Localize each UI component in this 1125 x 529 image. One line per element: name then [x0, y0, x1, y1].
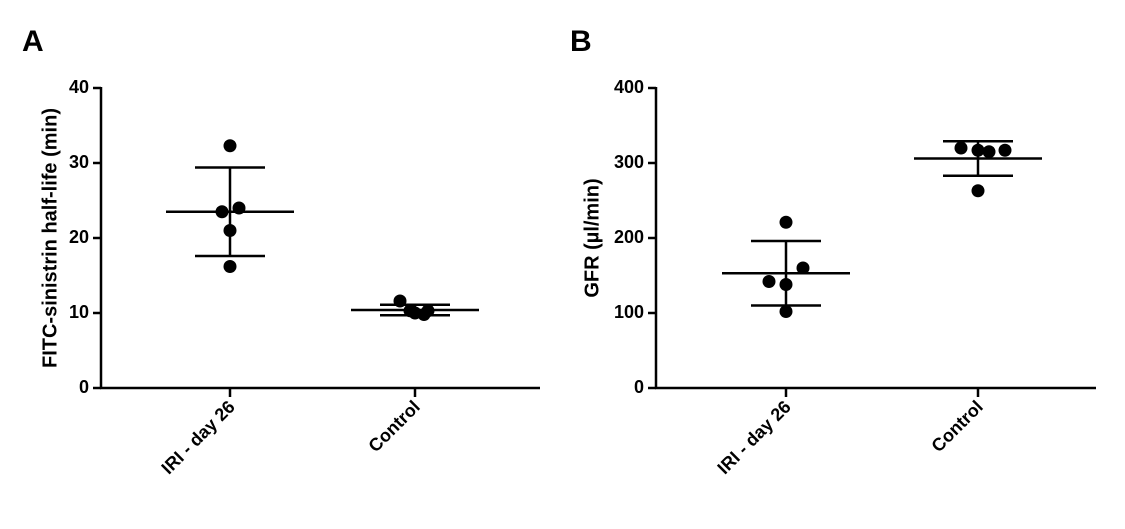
panel-b: B GFR (µl/min) 0 100 200 300 400 IRI - day 26… [570, 25, 1096, 478]
panel-b-y-axis-title: GFR (µl/min) [581, 178, 603, 297]
panel-a-y-tick-label: 10 [69, 302, 89, 322]
panel-b-category-label: IRI - day 26 [713, 397, 794, 478]
panel-a-data-point [408, 306, 422, 320]
panel-a-y-tick-label: 20 [69, 227, 89, 247]
panel-b-data-point [998, 143, 1012, 157]
panel-a-y-tick-label: 40 [69, 77, 89, 97]
panel-a-y-axis-title: FITC-sinistrin half-life (min) [39, 108, 61, 368]
panel-b-marks: 0 100 200 300 400 IRI - day 26 Control [614, 77, 1096, 478]
panel-b-data-point [954, 141, 968, 155]
panel-a-data-point [393, 294, 407, 308]
panel-a-data-point [215, 205, 229, 219]
panel-b-category-label: Control [927, 397, 986, 456]
panel-a: A FITC-sinistrin half-life (min) 0 10 20 30… [22, 25, 540, 478]
panel-b-data-point [971, 143, 985, 157]
panel-b-y-tick-label: 100 [614, 302, 644, 322]
panel-b-y-tick-label: 200 [614, 227, 644, 247]
panel-a-letter: A [22, 25, 44, 58]
panel-b-data-point [982, 145, 996, 159]
panel-b-data-point [779, 278, 793, 291]
panel-a-data-point [223, 260, 237, 273]
panel-a-data-point [223, 224, 237, 237]
panel-a-data-point [232, 201, 246, 215]
panel-a-category-label: IRI - day 26 [157, 397, 238, 478]
panel-b-data-point [762, 275, 776, 288]
panel-b-y-tick-label: 300 [614, 152, 644, 172]
panel-b-y-tick-label: 400 [614, 77, 644, 97]
panel-a-data-point [421, 304, 435, 318]
panel-b-data-point [971, 184, 985, 198]
panel-a-marks: 0 10 20 30 40 IRI - day 26 Control [69, 77, 540, 478]
panel-b-letter: B [570, 25, 592, 58]
panel-b-data-point [779, 305, 793, 318]
panel-b-y-tick-label: 0 [634, 377, 644, 397]
panel-a-category-label: Control [364, 397, 423, 456]
panel-a-y-tick-label: 0 [79, 377, 89, 397]
panel-a-y-tick-label: 30 [69, 152, 89, 172]
panel-a-data-point [223, 139, 237, 153]
panel-b-data-point [796, 261, 810, 275]
panel-b-data-point [779, 215, 793, 229]
